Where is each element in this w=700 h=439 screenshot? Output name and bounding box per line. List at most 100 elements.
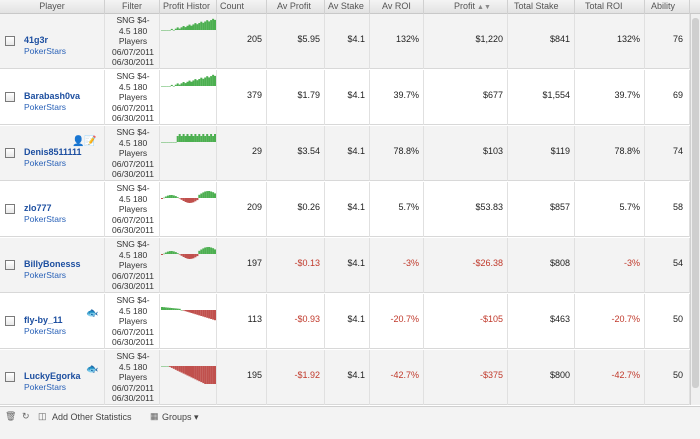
av-profit-cell [267,182,325,237]
profit-cell [424,14,508,69]
total-stake-cell [508,238,575,293]
player-site-link[interactable]: PokerStars [24,102,67,112]
profit-history-sparkline [161,186,216,218]
groups-menu[interactable]: Groups ▾ [162,412,199,423]
grid-header: Player Filter Profit Histor Count Av Pro… [0,0,700,14]
filter-line: 06/30/2011 [112,225,154,236]
filter-line: Players [118,316,148,327]
av-profit-value: $3.54 [297,146,320,156]
av-profit-value: $1.79 [297,90,320,100]
av-roi-value: 78.8% [393,146,419,156]
col-player-header[interactable]: Player [0,0,105,14]
player-name-link[interactable]: Barabash0va [24,91,81,101]
note-icon[interactable]: 📝 [84,136,97,147]
table-row[interactable]: zlo777 PokerStars SNG $4- 4.5 180 Player… [0,182,700,237]
table-row[interactable]: 🐟 LuckyEgorka PokerStars SNG $4- 4.5 180… [0,350,700,405]
player-cell: BillyBonesss PokerStars [0,238,105,293]
col-profit-history-header[interactable]: Profit Histor [160,0,217,14]
ability-cell [645,294,690,349]
col-count-header[interactable]: Count [217,0,267,14]
table-row[interactable]: BillyBonesss PokerStars SNG $4- 4.5 180 … [0,238,700,293]
total-roi-cell [575,126,645,181]
player-site-link[interactable]: PokerStars [24,46,67,56]
av-profit-cell [267,70,325,125]
row-checkbox[interactable] [5,204,15,214]
grid-footer: 🗑 ↻ ◫ Add Other Statistics ▦ Groups ▾ [0,406,700,439]
col-total-stake-header[interactable]: Total Stake [508,0,575,14]
player-name-link[interactable]: BillyBonesss [24,259,81,269]
total-stake-cell [508,350,575,405]
av-roi-value: 132% [395,34,419,44]
av-roi-value: -42.7% [390,370,419,380]
player-name-link[interactable]: 41g3r [24,35,49,45]
trash-icon[interactable]: 🗑 [5,411,17,421]
profit-cell [424,70,508,125]
player-name-link[interactable]: LuckyEgorka [24,371,81,381]
table-row[interactable]: Barabash0va PokerStars SNG $4- 4.5 180 P… [0,70,700,125]
total-roi-cell [575,294,645,349]
profit-history-sparkline [161,74,216,106]
col-av-stake-header[interactable]: Av Stake [325,0,370,14]
row-checkbox[interactable] [5,36,15,46]
table-row[interactable]: 👤 📝 Denis8511111 PokerStars SNG $4- 4.5 1… [0,126,700,181]
table-row[interactable]: 41g3r PokerStars SNG $4- 4.5 180 Players… [0,14,700,69]
person-icon[interactable]: 👤 [72,136,85,147]
player-name-link[interactable]: zlo777 [24,203,52,213]
filter-cell [105,14,160,69]
av-profit-value: $0.26 [297,202,320,212]
ability-cell [645,182,690,237]
chevron-down-icon: ▾ [194,412,199,422]
col-av-roi-header[interactable]: Av ROI [370,0,424,14]
col-ability-header[interactable]: Ability [645,0,690,14]
total-roi-cell [575,182,645,237]
ability-value: 54 [672,258,683,268]
av-stake-cell [325,350,370,405]
scrollbar-thumb[interactable] [692,18,699,388]
row-checkbox[interactable] [5,372,15,382]
av-profit-cell [267,238,325,293]
filter-line: 06/30/2011 [112,57,154,68]
refresh-icon[interactable]: ↻ [22,411,30,421]
av-stake-cell [325,70,370,125]
player-site-link[interactable]: PokerStars [24,158,67,168]
filter-text: SNG $4- 4.5 180 Players 06/07/2011 06/30… [108,15,158,68]
filter-cell [105,126,160,181]
add-other-statistics-link[interactable]: Add Other Statistics [52,412,132,422]
col-filter-header[interactable]: Filter [105,0,160,14]
groups-icon: ▦ [150,411,159,421]
ability-cell [645,126,690,181]
player-site-link[interactable]: PokerStars [24,382,67,392]
count-value: 197 [246,258,262,268]
ability-value: 76 [672,34,683,44]
player-site-link[interactable]: PokerStars [24,270,67,280]
filter-text: SNG $4- 4.5 180 Players 06/07/2011 06/30… [108,351,158,404]
row-checkbox[interactable] [5,92,15,102]
filter-line: 06/07/2011 [112,214,154,225]
total-roi-cell [575,70,645,125]
row-checkbox[interactable] [5,148,15,158]
col-profit-header[interactable]: Profit ▲▼ [424,0,508,14]
fish-icon[interactable]: 🐟 [86,308,99,319]
count-value: 29 [251,146,262,156]
player-site-link[interactable]: PokerStars [24,326,67,336]
profit-value: $53.83 [475,202,503,212]
player-name-link[interactable]: fly-by_11 [24,315,63,325]
filter-line: 4.5 180 [118,81,148,92]
player-name-link[interactable]: Denis8511111 [24,147,82,157]
av-profit-cell [267,350,325,405]
count-value: 205 [246,34,262,44]
profit-cell [424,350,508,405]
table-row[interactable]: 🐟 fly-by_11 PokerStars SNG $4- 4.5 180 P… [0,294,700,349]
av-stake-value: $4.1 [347,314,365,324]
col-av-profit-header[interactable]: Av Profit [267,0,325,14]
av-stake-cell [325,126,370,181]
fish-icon[interactable]: 🐟 [86,364,99,375]
row-checkbox[interactable] [5,260,15,270]
av-profit-cell [267,294,325,349]
player-site-link[interactable]: PokerStars [24,214,67,224]
vertical-scrollbar[interactable] [690,14,700,405]
av-roi-value: 5.7% [398,202,419,212]
row-checkbox[interactable] [5,316,15,326]
av-stake-value: $4.1 [347,258,365,268]
col-total-roi-header[interactable]: Total ROI [575,0,645,14]
